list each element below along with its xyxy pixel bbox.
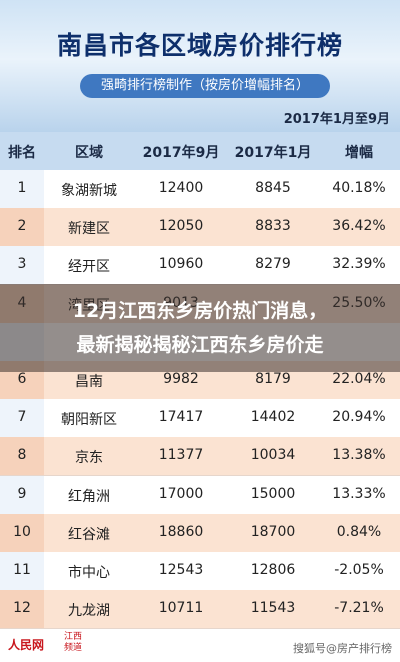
- table-cell: 13.33%: [332, 485, 386, 502]
- table-cell: 8845: [255, 180, 291, 196]
- table-cell: 象湖新城: [61, 183, 117, 199]
- table-cell: 10034: [250, 447, 296, 464]
- table-cell: 36.42%: [332, 218, 386, 235]
- table-cell: -2.05%: [334, 562, 384, 578]
- header-row: 排名 区域 2017年9月 2017年1月 增幅: [0, 132, 400, 171]
- subtitle: 强畸排行榜制作（按房价增幅排名）: [80, 74, 330, 98]
- table-cell: 12: [13, 600, 31, 617]
- overlay-line: 最新揭秘揭秘江西东乡房价走: [76, 334, 324, 356]
- table-cell: 15000: [250, 485, 296, 502]
- overlay-line: 12月江西东乡房价热门消息，: [72, 300, 328, 322]
- table-cell: 红角洲: [68, 488, 110, 505]
- table-cell: 12806: [250, 562, 296, 578]
- table-row: 1 象湖新城 12400 8845 40.18%: [0, 170, 400, 209]
- column-header: 增幅: [345, 145, 373, 161]
- table-cell: 0.84%: [336, 523, 382, 540]
- table-cell: 17000: [158, 485, 204, 502]
- table-row: 9 红角洲 17000 15000 13.33%: [0, 475, 400, 515]
- table-cell: 2: [17, 218, 27, 235]
- rank-cell-bg: [0, 552, 44, 590]
- table-cell: 17417: [158, 409, 204, 426]
- table-cell: 昌南: [75, 374, 103, 390]
- table: 排名 区域 2017年9月 2017年1月 增幅 1 象湖新城 12400 8845 40.18%…: [0, 132, 400, 632]
- date-range: 2017年1月至9月: [283, 112, 390, 127]
- table-cell: 13.38%: [332, 447, 386, 464]
- title: 南昌市各区域房价排行榜: [56, 31, 343, 60]
- table-row: 3 经开区 10960 8279 32.39%: [0, 246, 400, 286]
- rank-cell-bg: [0, 475, 44, 514]
- table-cell: 九龙湖: [68, 603, 110, 620]
- table-row: 10 红谷滩 18860 18700 0.84%: [0, 513, 400, 553]
- table-cell: 京东: [75, 450, 103, 467]
- table-cell: 12050: [158, 218, 204, 235]
- table-cell: 1: [17, 180, 27, 196]
- table-cell: 20.94%: [332, 409, 386, 426]
- table-row: 11 市中心 12543 12806 -2.05%: [0, 552, 400, 591]
- channel: 江西频道: [64, 632, 83, 653]
- table-row: 2 新建区 12050 8833 36.42%: [0, 208, 400, 248]
- table-cell: 10960: [158, 256, 204, 273]
- table-cell: 18700: [250, 523, 296, 540]
- banner: [0, 0, 400, 132]
- rank-cell-bg: [0, 590, 44, 629]
- rank-cell-bg: [0, 208, 44, 247]
- overlay: [0, 284, 400, 372]
- table-cell: 朝阳新区: [61, 412, 117, 429]
- table-cell: 8: [17, 447, 27, 464]
- table-cell: 8179: [255, 371, 291, 387]
- table-row: 7 朝阳新区 17417 14402 20.94%: [0, 399, 400, 439]
- table-cell: 11377: [158, 447, 204, 464]
- table-cell: 40.18%: [332, 180, 386, 196]
- table-cell: 9: [17, 485, 27, 502]
- table-cell: 11: [13, 562, 31, 578]
- table-cell: 10: [13, 523, 31, 540]
- table-cell: 12543: [158, 562, 204, 578]
- table-cell: 18860: [158, 523, 204, 540]
- table-cell: -7.21%: [334, 600, 384, 617]
- table-row: 8 京东 11377 10034 13.38%: [0, 437, 400, 477]
- table-cell: 12400: [158, 180, 204, 196]
- rank-cell-bg: [0, 170, 44, 208]
- table-cell: 经开区: [68, 259, 110, 276]
- table-cell: 8833: [255, 218, 291, 235]
- table-cell: 14402: [250, 409, 296, 426]
- table-cell: 3: [17, 256, 27, 273]
- rank-cell-bg: [0, 399, 44, 438]
- watermark: 搜狐号@房产排行榜: [293, 642, 392, 655]
- table-cell: 7: [17, 409, 27, 426]
- table-cell: 10711: [158, 600, 204, 617]
- column-header: 区域: [75, 145, 103, 161]
- table-cell: 新建区: [68, 221, 110, 238]
- table-cell: 22.04%: [332, 371, 386, 387]
- table-row: 12 九龙湖 10711 11543 -7.21%: [0, 590, 400, 630]
- table-cell: 6: [17, 371, 27, 387]
- column-header: 排名: [8, 145, 36, 161]
- rank-cell-bg: [0, 437, 44, 476]
- table-cell: 市中心: [68, 565, 110, 581]
- column-header: 2017年1月: [234, 145, 312, 161]
- rank-cell-bg: [0, 513, 44, 552]
- table-cell: 红谷滩: [68, 526, 110, 543]
- table-cell: 11543: [250, 600, 296, 617]
- table-cell: 8279: [255, 256, 291, 273]
- logo: 人民网: [8, 638, 45, 652]
- column-header: 2017年9月: [142, 145, 220, 161]
- rank-cell-bg: [0, 246, 44, 285]
- table-cell: 9982: [163, 371, 199, 387]
- table-cell: 32.39%: [332, 256, 386, 273]
